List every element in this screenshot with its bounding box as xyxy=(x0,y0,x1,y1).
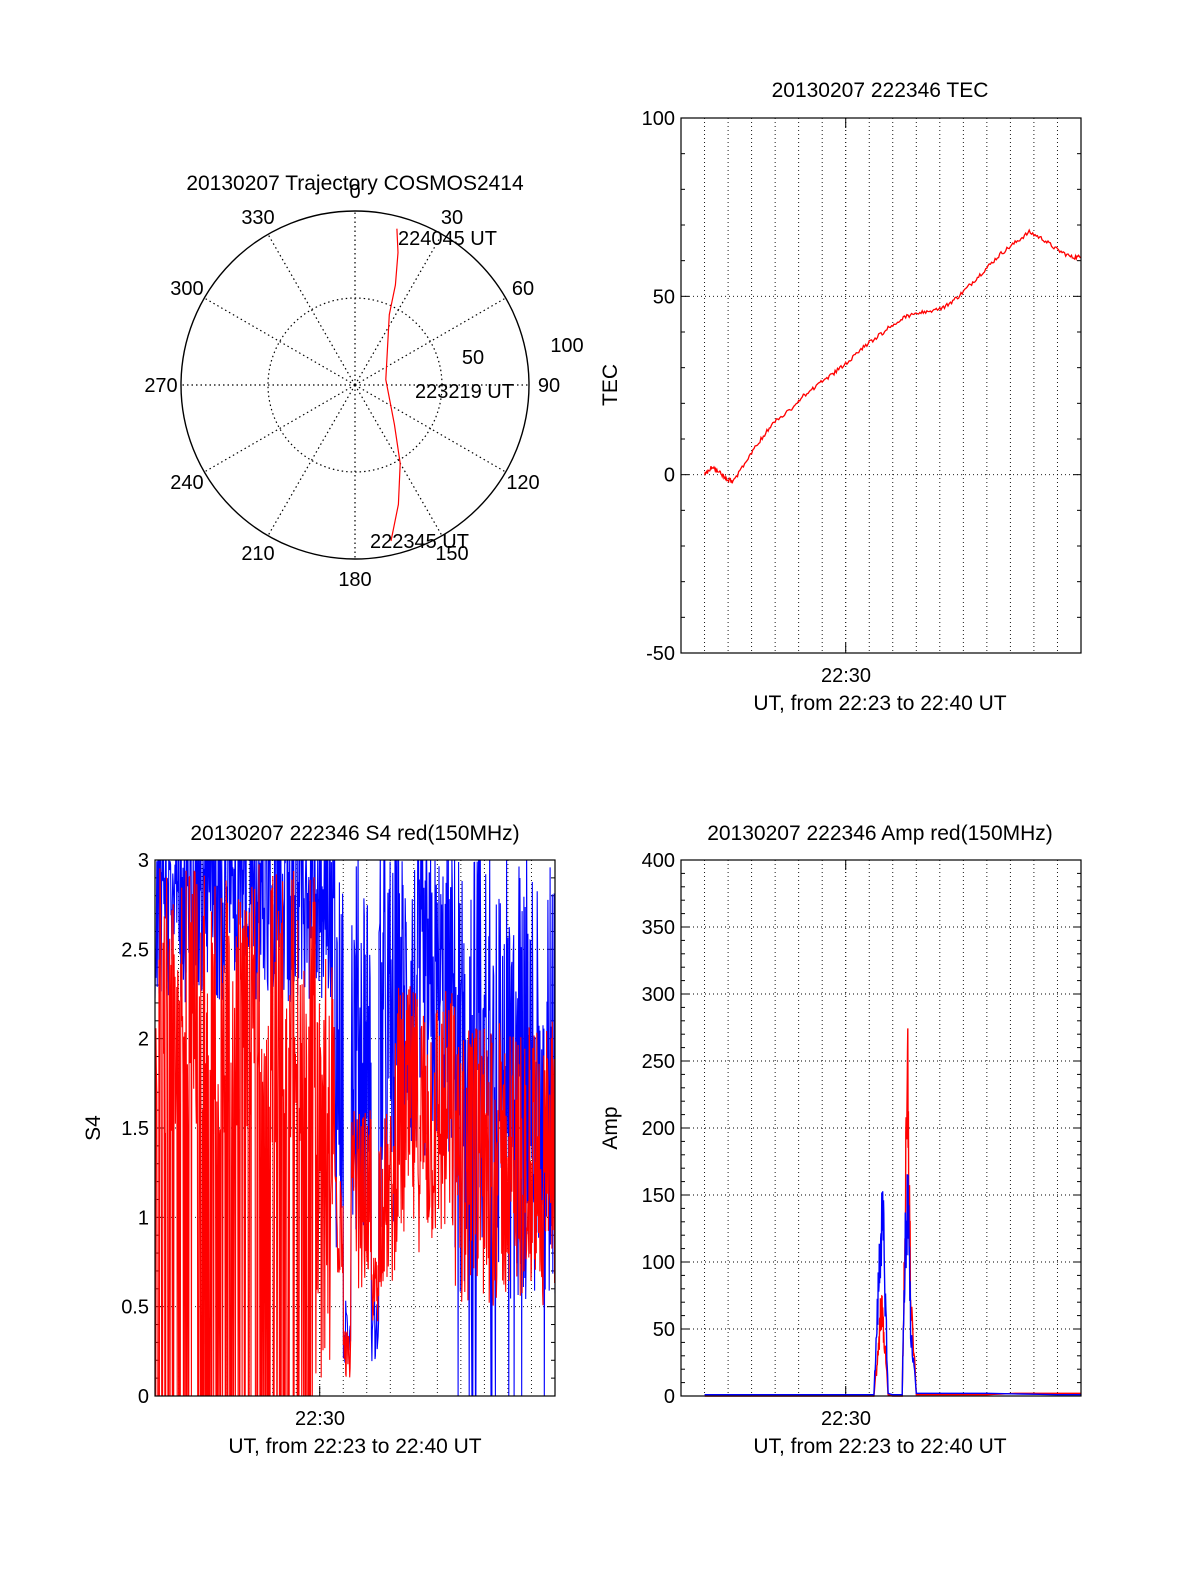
tec-x-tick-label: 22:30 xyxy=(821,665,871,687)
amp-y-tick-label: 0 xyxy=(664,1386,675,1408)
polar-title: 20130207 Trajectory COSMOS2414 xyxy=(186,172,524,195)
polar-spoke xyxy=(204,384,356,473)
trajectory-start-label: 222345 UT xyxy=(370,531,469,553)
polar-angle-label: 0 xyxy=(349,181,360,203)
polar-angle-label: 270 xyxy=(144,375,177,397)
polar-angle-label: 240 xyxy=(170,472,203,494)
amp-y-tick-label: 150 xyxy=(642,1185,675,1207)
amp-y-tick-label: 250 xyxy=(642,1051,675,1073)
polar-trajectory-chart: 20130207 Trajectory COSMOS2414 0 30 60 90 12… xyxy=(144,172,583,591)
trajectory-end-label: 224045 UT xyxy=(398,228,497,250)
s4-chart: 20130207 222346 S4 red(150MHz) 0 0.5 1 1.5 2… xyxy=(82,822,556,1458)
s4-red-series-line xyxy=(155,864,555,1396)
polar-angle-label: 30 xyxy=(441,207,463,229)
polar-radius-label: 100 xyxy=(550,335,583,357)
polar-spoke xyxy=(354,234,443,386)
polar-spoke xyxy=(204,297,356,386)
tec-plot-frame xyxy=(680,117,1082,654)
polar-spoke xyxy=(267,384,356,536)
trajectory-mid-label: 223219 UT xyxy=(415,381,514,403)
polar-angle-label: 120 xyxy=(506,472,539,494)
polar-angle-label: 210 xyxy=(241,543,274,565)
s4-y-tick-label: 3 xyxy=(138,850,149,872)
amp-plot-frame xyxy=(680,859,1082,1397)
s4-x-tick-label: 22:30 xyxy=(295,1408,345,1430)
polar-radius-label: 50 xyxy=(462,347,484,369)
polar-angle-label: 90 xyxy=(538,375,560,397)
tec-y-tick-label: 50 xyxy=(653,286,675,308)
polar-outer-ring xyxy=(180,210,530,560)
amp-grid xyxy=(681,859,1081,1397)
amp-y-tick-label: 50 xyxy=(653,1319,675,1341)
amp-y-ticks: 0 50 100 150 200 250 300 350 400 xyxy=(642,850,675,1408)
tec-x-axis-label: UT, from 22:23 to 22:40 UT xyxy=(753,692,1006,715)
tec-grid xyxy=(681,117,1081,654)
tec-y-tick-label: 0 xyxy=(664,465,675,487)
polar-spoke xyxy=(354,384,443,536)
amp-y-tick-label: 100 xyxy=(642,1252,675,1274)
polar-angle-label: 330 xyxy=(241,207,274,229)
tec-title: 20130207 222346 TEC xyxy=(772,79,989,102)
polar-spoke xyxy=(354,384,506,473)
s4-y-ticks: 0 0.5 1 1.5 2 2.5 3 xyxy=(121,850,149,1408)
amp-title: 20130207 222346 Amp red(150MHz) xyxy=(707,822,1053,845)
polar-spoke xyxy=(267,234,356,386)
amp-y-axis-label: Amp xyxy=(599,1106,622,1149)
polar-angle-label: 150 xyxy=(435,543,468,565)
polar-radius-labels: 50 100 xyxy=(462,335,584,369)
amp-x-tick-label: 22:30 xyxy=(821,1408,871,1430)
s4-y-axis-label: S4 xyxy=(82,1115,105,1141)
s4-y-tick-label: 2.5 xyxy=(121,939,149,961)
amp-x-axis-label: UT, from 22:23 to 22:40 UT xyxy=(753,1435,1006,1458)
polar-grid xyxy=(180,210,530,560)
amp-blue-series-line xyxy=(704,1174,1081,1396)
polar-angle-label: 180 xyxy=(338,569,371,591)
polar-angle-label: 300 xyxy=(170,278,203,300)
amp-y-tick-label: 300 xyxy=(642,984,675,1006)
tec-y-tick-label: -50 xyxy=(646,643,675,665)
tec-y-axis-label: TEC xyxy=(599,364,622,406)
amp-chart: 20130207 222346 Amp red(150MHz) 0 50 100 15… xyxy=(599,822,1082,1458)
polar-spoke xyxy=(354,297,506,386)
amp-y-tick-label: 200 xyxy=(642,1118,675,1140)
s4-y-tick-label: 1.5 xyxy=(121,1118,149,1140)
s4-plot-frame xyxy=(154,859,556,1397)
s4-y-tick-label: 2 xyxy=(138,1029,149,1051)
tec-y-tick-label: 100 xyxy=(642,108,675,130)
s4-x-axis-label: UT, from 22:23 to 22:40 UT xyxy=(228,1435,481,1458)
polar-angle-label: 60 xyxy=(512,278,534,300)
amp-y-tick-label: 400 xyxy=(642,850,675,872)
s4-title: 20130207 222346 S4 red(150MHz) xyxy=(190,822,519,845)
s4-y-tick-label: 0.5 xyxy=(121,1297,149,1319)
polar-angle-labels: 0 30 60 90 120 150 180 210 240 270 300 330 xyxy=(144,181,560,591)
tec-y-ticks: -50 0 50 100 xyxy=(642,108,675,665)
s4-y-tick-label: 1 xyxy=(138,1207,149,1229)
tec-series-line xyxy=(703,228,1082,484)
tec-chart: 20130207 222346 TEC -50 0 50 100 22:30 UT, … xyxy=(599,79,1082,715)
trajectory-line xyxy=(385,228,401,542)
s4-y-tick-label: 0 xyxy=(138,1386,149,1408)
amp-y-tick-label: 350 xyxy=(642,917,675,939)
